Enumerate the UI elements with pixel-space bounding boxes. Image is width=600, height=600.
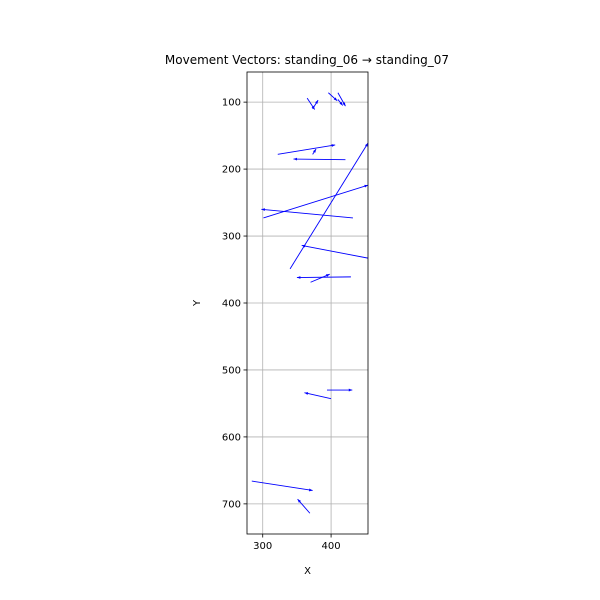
vector-shaft bbox=[277, 144, 336, 155]
vector-arrowhead bbox=[301, 244, 306, 248]
movement-vector bbox=[326, 388, 353, 392]
movement-vector bbox=[337, 92, 346, 107]
vector-arrowhead bbox=[342, 102, 346, 107]
vector-arrowhead bbox=[312, 149, 317, 153]
movement-vector bbox=[293, 157, 346, 161]
y-tick-label: 300 bbox=[222, 232, 241, 243]
x-tick-label: 300 bbox=[253, 541, 272, 552]
vector-arrowhead bbox=[325, 274, 330, 277]
vector-shaft bbox=[251, 480, 313, 491]
y-tick-label: 600 bbox=[222, 432, 241, 443]
movement-vector bbox=[328, 92, 338, 102]
vector-arrowhead bbox=[364, 142, 368, 147]
vector-arrowhead bbox=[297, 499, 301, 503]
movement-vector bbox=[261, 208, 354, 219]
movement-vector bbox=[297, 498, 311, 514]
vector-arrowhead bbox=[308, 488, 313, 492]
vector-arrowhead bbox=[333, 97, 338, 101]
movement-vector bbox=[301, 244, 368, 259]
movement-vector bbox=[337, 99, 344, 106]
movement-vector bbox=[312, 148, 317, 155]
vector-arrowhead bbox=[296, 276, 301, 279]
movement-vector bbox=[310, 273, 330, 283]
movement-vector bbox=[277, 144, 336, 155]
vector-arrowhead bbox=[293, 157, 298, 161]
vector-layer bbox=[251, 92, 368, 514]
movement-vector bbox=[289, 142, 368, 270]
grid-layer bbox=[247, 72, 368, 534]
vector-shaft bbox=[296, 276, 351, 279]
x-tick-label: 400 bbox=[322, 541, 341, 552]
y-tick-label: 500 bbox=[222, 365, 241, 376]
y-axis-label: Y bbox=[192, 299, 203, 307]
vector-arrowhead bbox=[364, 184, 368, 188]
vector-arrowhead bbox=[315, 100, 319, 104]
movement-vector bbox=[296, 276, 351, 279]
vector-shaft bbox=[301, 244, 368, 259]
movement-vector bbox=[263, 184, 368, 219]
vector-arrowhead bbox=[331, 144, 336, 147]
x-axis-label: X bbox=[304, 566, 311, 577]
movement-vector bbox=[304, 392, 332, 400]
vector-arrowhead bbox=[261, 208, 265, 211]
y-tick-label: 700 bbox=[222, 499, 241, 510]
vector-arrowhead bbox=[304, 392, 309, 395]
y-tick-label: 200 bbox=[222, 165, 241, 176]
y-tick-label: 400 bbox=[222, 299, 241, 310]
chart-title: Movement Vectors: standing_06 → standing… bbox=[165, 53, 449, 67]
y-tick-label: 100 bbox=[222, 98, 241, 109]
vector-arrowhead bbox=[339, 101, 343, 106]
tick-layer: 300 400 100 200 300 400 500 600 700 bbox=[222, 98, 341, 552]
vector-shaft bbox=[261, 208, 354, 219]
vector-shaft bbox=[289, 142, 368, 270]
vector-shaft bbox=[293, 158, 346, 161]
movement-vector bbox=[251, 480, 313, 492]
movement-vector bbox=[312, 99, 319, 110]
vector-arrowhead bbox=[348, 388, 353, 392]
vector-shaft bbox=[304, 392, 332, 400]
vector-shaft bbox=[263, 184, 368, 219]
